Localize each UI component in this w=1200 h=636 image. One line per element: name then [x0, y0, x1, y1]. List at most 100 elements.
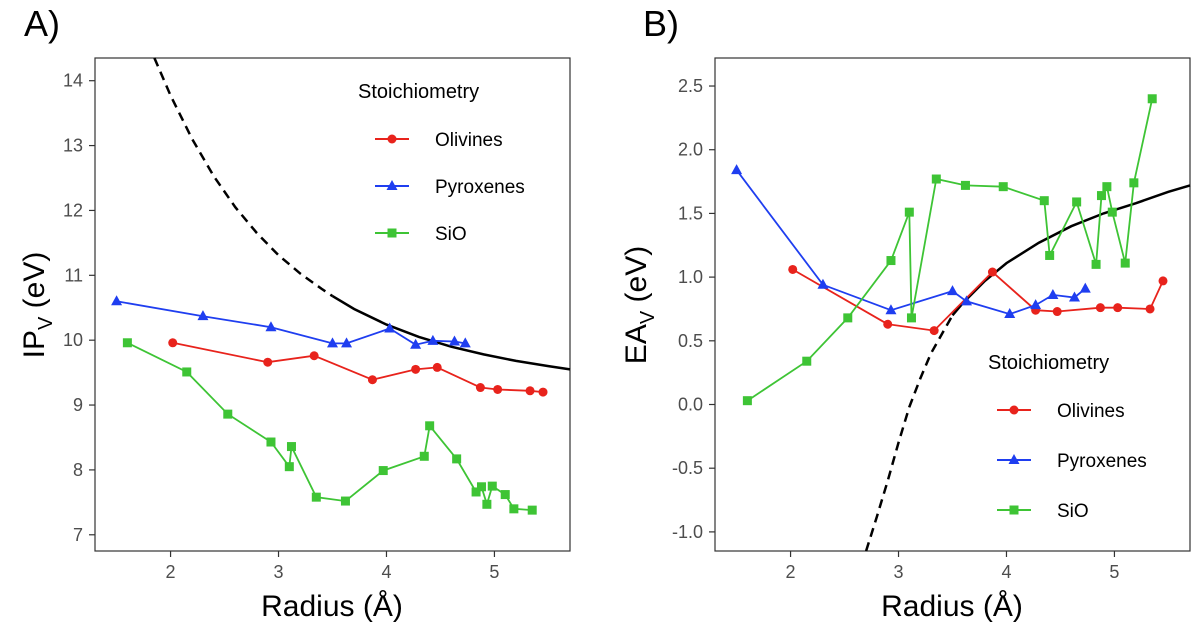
panel-b-legend: Stoichiometry Olivines Pyroxenes SiO — [988, 352, 1147, 522]
sio-data-point — [122, 338, 132, 348]
pyroxenes-data-point — [459, 337, 471, 348]
sio-data-point — [886, 256, 896, 266]
olivines-data-point — [788, 264, 798, 274]
sio-data-point — [471, 487, 481, 497]
panel-a-ylabel-unit: (eV) — [18, 252, 51, 317]
pyroxenes-data-point — [265, 321, 277, 332]
panel-a-ylabel-main: IP — [18, 330, 51, 358]
olivines-data-point — [475, 383, 485, 393]
olivines-series-line — [172, 341, 544, 393]
olivines-data-point — [1145, 304, 1155, 314]
legend-sio-marker — [387, 228, 397, 238]
panel-a-legend-title: Stoichiometry — [358, 81, 479, 103]
sio-data-point — [998, 182, 1008, 192]
olivines-data-point — [493, 384, 503, 394]
legend-olivines-marker — [1009, 405, 1019, 415]
pyroxenes-data-point — [327, 337, 338, 348]
theory-curve-solid — [331, 295, 571, 371]
x-tick-label: 3 — [274, 562, 284, 582]
y-tick-label: -0.5 — [672, 458, 703, 478]
legend-pyroxenes-label: Pyroxenes — [435, 177, 525, 198]
olivines-data-point — [309, 351, 319, 361]
panel-b-plot-frame — [714, 57, 1191, 552]
sio-data-point — [311, 492, 321, 502]
sio-data-point — [425, 421, 435, 431]
x-tick-label: 2 — [166, 562, 176, 582]
y-tick-label: 13 — [63, 136, 83, 156]
y-tick-label: 11 — [64, 265, 83, 285]
panel-a-axes: 2 3 4 5 7 8 9 10 11 12 13 14 — [63, 71, 499, 582]
sio-data-point — [802, 356, 812, 366]
panel-a-series — [111, 295, 548, 515]
panel-a-x-axis-title: Radius (Å) — [261, 590, 403, 623]
sio-data-point — [527, 505, 537, 515]
y-tick-label: 7 — [73, 525, 83, 545]
panel-b-y-axis-title: EAV (eV) — [620, 246, 659, 364]
pyroxenes-data-point — [961, 295, 973, 306]
theory-curve-dashed — [864, 314, 954, 552]
sio-data-point — [223, 409, 233, 419]
olivines-data-point — [538, 387, 548, 397]
olivines-data-point — [432, 362, 442, 372]
theory-curve-dashed — [153, 57, 334, 298]
x-tick-label: 3 — [894, 562, 904, 582]
panel-b: B) 2 3 4 5 -1.0 -0.5 0.0 0.5 1.0 1.5 2.0 2.5 Radius… — [620, 3, 1191, 623]
olivines-data-point — [987, 267, 997, 277]
sio-data-point — [284, 462, 294, 472]
panel-a-y-axis-title: IPV (eV) — [18, 252, 57, 359]
y-tick-label: 1.5 — [678, 203, 703, 223]
olivines-series-line — [792, 268, 1164, 332]
x-tick-label: 5 — [1109, 562, 1119, 582]
y-tick-label: 10 — [63, 330, 83, 350]
sio-data-point — [1096, 191, 1106, 201]
y-tick-label: 8 — [73, 460, 83, 480]
pyroxenes-data-point — [410, 338, 422, 349]
sio-data-point — [960, 180, 970, 190]
legend-sio-label: SiO — [1057, 501, 1089, 522]
pyroxenes-data-point — [731, 164, 743, 175]
x-tick-label: 4 — [381, 562, 391, 582]
sio-data-point — [1045, 250, 1055, 260]
pyroxenes-data-point — [1047, 288, 1059, 299]
y-tick-label: 1.0 — [678, 267, 703, 287]
panel-b-x-axis-title: Radius (Å) — [881, 590, 1023, 623]
panel-b-series — [731, 94, 1168, 406]
y-tick-label: 12 — [63, 200, 83, 220]
y-tick-label: -1.0 — [672, 522, 703, 542]
sio-data-point — [931, 174, 941, 184]
sio-data-point — [340, 496, 350, 506]
pyroxenes-data-point — [448, 335, 460, 346]
pyroxenes-data-point — [1004, 308, 1016, 319]
legend-pyroxenes-marker — [386, 180, 398, 190]
sio-data-point — [286, 442, 296, 452]
legend-sio-marker — [1009, 505, 1019, 515]
legend-sio-label: SiO — [435, 224, 467, 245]
olivines-data-point — [367, 375, 377, 385]
legend-olivines-label: Olivines — [1057, 401, 1125, 422]
olivines-data-point — [411, 364, 421, 374]
sio-data-point — [476, 482, 486, 492]
olivines-data-point — [1113, 303, 1123, 313]
panel-b-axes: 2 3 4 5 -1.0 -0.5 0.0 0.5 1.0 1.5 2.0 2.5 — [672, 76, 1119, 582]
olivines-data-point — [525, 386, 535, 396]
sio-data-point — [1039, 196, 1049, 206]
pyroxenes-data-point — [427, 334, 439, 345]
sio-data-point — [742, 396, 752, 406]
panel-b-label: B) — [643, 3, 679, 44]
panel-a-plot-frame — [94, 57, 571, 552]
pyroxenes-series-line — [116, 300, 466, 346]
legend-olivines-marker — [387, 134, 397, 144]
sio-data-point — [419, 451, 429, 461]
legend-olivines-label: Olivines — [435, 130, 503, 151]
olivines-data-point — [1158, 276, 1168, 286]
olivines-data-point — [929, 326, 939, 336]
pyroxenes-data-point — [111, 295, 123, 306]
panel-b-ylabel-unit: (eV) — [620, 246, 653, 311]
pyroxenes-data-point — [947, 285, 958, 296]
olivines-data-point — [883, 319, 893, 329]
y-tick-label: 2.5 — [678, 76, 703, 96]
x-tick-label: 4 — [1001, 562, 1011, 582]
y-tick-label: 9 — [73, 395, 83, 415]
pyroxenes-data-point — [197, 310, 209, 321]
